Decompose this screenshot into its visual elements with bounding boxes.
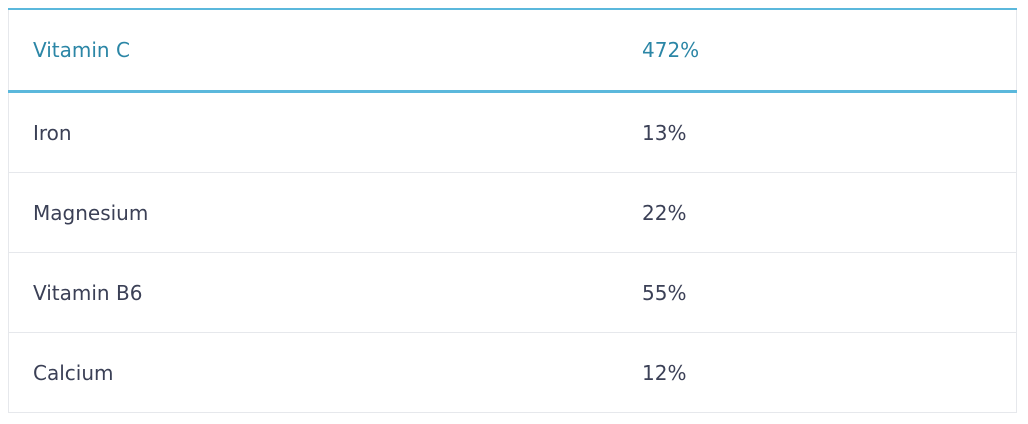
table-row: Vitamin B6 55% (8, 252, 1017, 333)
table-cell: 55% (618, 252, 1017, 333)
table-body: Vitamin C 472% Iron 13% Magnesium 22% Vitami… (8, 9, 1017, 413)
header-cell: 472% (618, 9, 1017, 93)
table-cell: Iron (8, 91, 618, 173)
table-cell: 13% (618, 91, 1017, 173)
nutrition-table: Vitamin C 472% Iron 13% Magnesium 22% Vitami… (8, 8, 1017, 413)
table-cell: Calcium (8, 332, 618, 413)
header-row: Vitamin C 472% (8, 9, 1017, 93)
table-cell: 12% (618, 332, 1017, 413)
table-cell: Vitamin B6 (8, 252, 618, 333)
table-row: Magnesium 22% (8, 172, 1017, 253)
table-row: Calcium 12% (8, 332, 1017, 413)
table-cell: 22% (618, 172, 1017, 253)
header-cell: Vitamin C (8, 9, 618, 93)
table-row: Iron 13% (8, 91, 1017, 173)
table-cell: Magnesium (8, 172, 618, 253)
table-container: Vitamin C 472% Iron 13% Magnesium 22% Vitami… (8, 8, 1017, 413)
